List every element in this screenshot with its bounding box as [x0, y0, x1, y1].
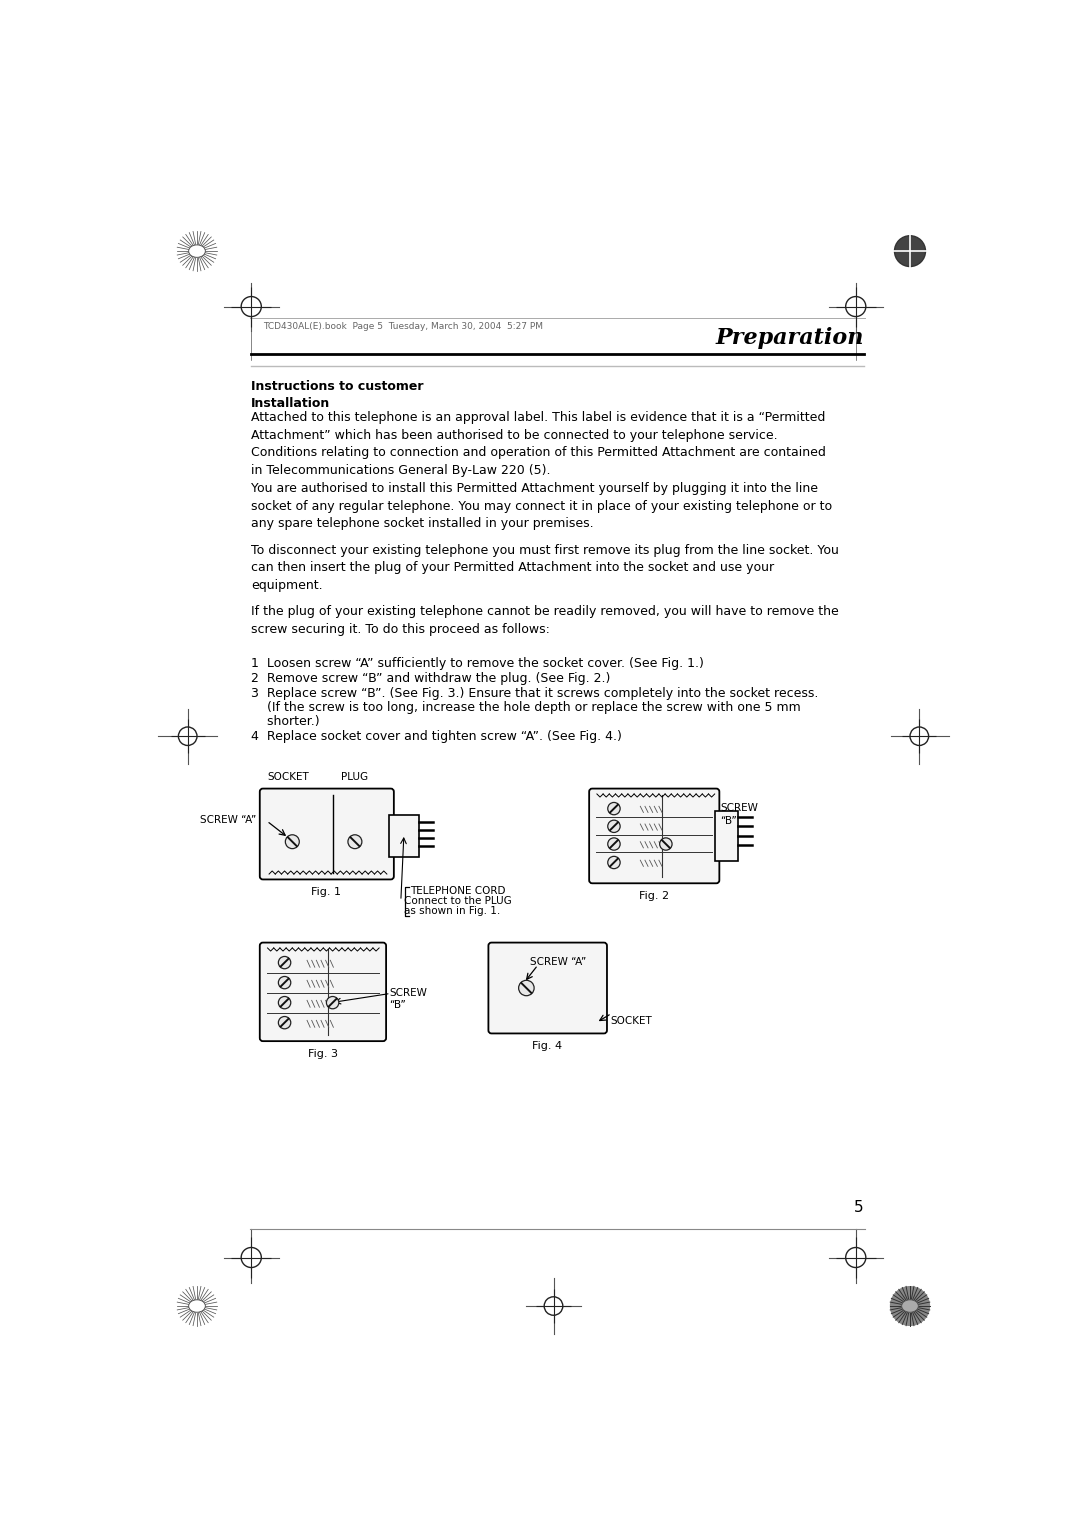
- Text: Fig. 2: Fig. 2: [639, 891, 670, 902]
- Bar: [389, 814, 419, 857]
- Circle shape: [608, 821, 620, 833]
- Circle shape: [241, 296, 261, 316]
- Text: as shown in Fig. 1.: as shown in Fig. 1.: [404, 906, 500, 917]
- Text: SCREW
“B”: SCREW “B”: [720, 804, 758, 825]
- Text: Fig. 4: Fig. 4: [532, 1041, 563, 1051]
- Text: You are authorised to install this Permitted Attachment yourself by plugging it : You are authorised to install this Permi…: [252, 483, 833, 530]
- Text: SOCKET: SOCKET: [610, 1016, 652, 1027]
- Text: Preparation: Preparation: [715, 327, 864, 348]
- Circle shape: [544, 1297, 563, 1316]
- Circle shape: [846, 1247, 866, 1268]
- Text: SCREW “A”: SCREW “A”: [201, 814, 257, 825]
- Circle shape: [178, 727, 197, 746]
- Text: 2  Remove screw “B” and withdraw the plug. (See Fig. 2.): 2 Remove screw “B” and withdraw the plug…: [252, 672, 610, 686]
- Circle shape: [910, 727, 929, 746]
- Circle shape: [608, 837, 620, 850]
- Text: SCREW
“B”: SCREW “B”: [389, 989, 427, 1010]
- Circle shape: [894, 235, 926, 266]
- Text: Connect to the PLUG: Connect to the PLUG: [404, 897, 512, 906]
- Text: To disconnect your existing telephone you must first remove its plug from the li: To disconnect your existing telephone yo…: [252, 544, 839, 591]
- Circle shape: [285, 834, 299, 848]
- Text: PLUG: PLUG: [341, 773, 368, 782]
- Ellipse shape: [189, 1300, 205, 1313]
- Circle shape: [279, 1016, 291, 1028]
- Ellipse shape: [902, 1300, 918, 1313]
- Circle shape: [608, 802, 620, 814]
- Circle shape: [279, 996, 291, 1008]
- Text: Installation: Installation: [252, 397, 330, 411]
- Text: shorter.): shorter.): [252, 715, 320, 727]
- FancyBboxPatch shape: [260, 788, 394, 880]
- Circle shape: [326, 996, 339, 1008]
- Text: 1  Loosen screw “A” sufficiently to remove the socket cover. (See Fig. 1.): 1 Loosen screw “A” sufficiently to remov…: [252, 657, 704, 669]
- Circle shape: [890, 1287, 930, 1326]
- Text: Fig. 3: Fig. 3: [308, 1048, 338, 1059]
- Circle shape: [608, 856, 620, 868]
- Bar: [715, 811, 738, 860]
- Circle shape: [279, 957, 291, 969]
- Text: Instructions to customer: Instructions to customer: [252, 380, 423, 393]
- Text: 4  Replace socket cover and tighten screw “A”. (See Fig. 4.): 4 Replace socket cover and tighten screw…: [252, 730, 622, 743]
- Text: SOCKET: SOCKET: [268, 773, 309, 782]
- Text: TELEPHONE CORD: TELEPHONE CORD: [410, 886, 505, 895]
- Circle shape: [348, 834, 362, 848]
- Circle shape: [660, 837, 672, 850]
- Circle shape: [279, 976, 291, 989]
- Text: 3  Replace screw “B”. (See Fig. 3.) Ensure that it screws completely into the so: 3 Replace screw “B”. (See Fig. 3.) Ensur…: [252, 688, 819, 700]
- Circle shape: [518, 981, 535, 996]
- Text: Attached to this telephone is an approval label. This label is evidence that it : Attached to this telephone is an approva…: [252, 411, 826, 477]
- Circle shape: [241, 1247, 261, 1268]
- Ellipse shape: [189, 244, 205, 257]
- Text: TCD430AL(E).book  Page 5  Tuesday, March 30, 2004  5:27 PM: TCD430AL(E).book Page 5 Tuesday, March 3…: [262, 322, 543, 332]
- Text: SCREW “A”: SCREW “A”: [530, 957, 586, 967]
- Text: Fig. 1: Fig. 1: [311, 888, 341, 897]
- FancyBboxPatch shape: [260, 943, 387, 1041]
- Text: (If the screw is too long, increase the hole depth or replace the screw with one: (If the screw is too long, increase the …: [252, 701, 801, 714]
- Text: If the plug of your existing telephone cannot be readily removed, you will have : If the plug of your existing telephone c…: [252, 605, 839, 636]
- FancyBboxPatch shape: [590, 788, 719, 883]
- Text: 5: 5: [854, 1199, 864, 1215]
- Circle shape: [846, 296, 866, 316]
- FancyBboxPatch shape: [488, 943, 607, 1033]
